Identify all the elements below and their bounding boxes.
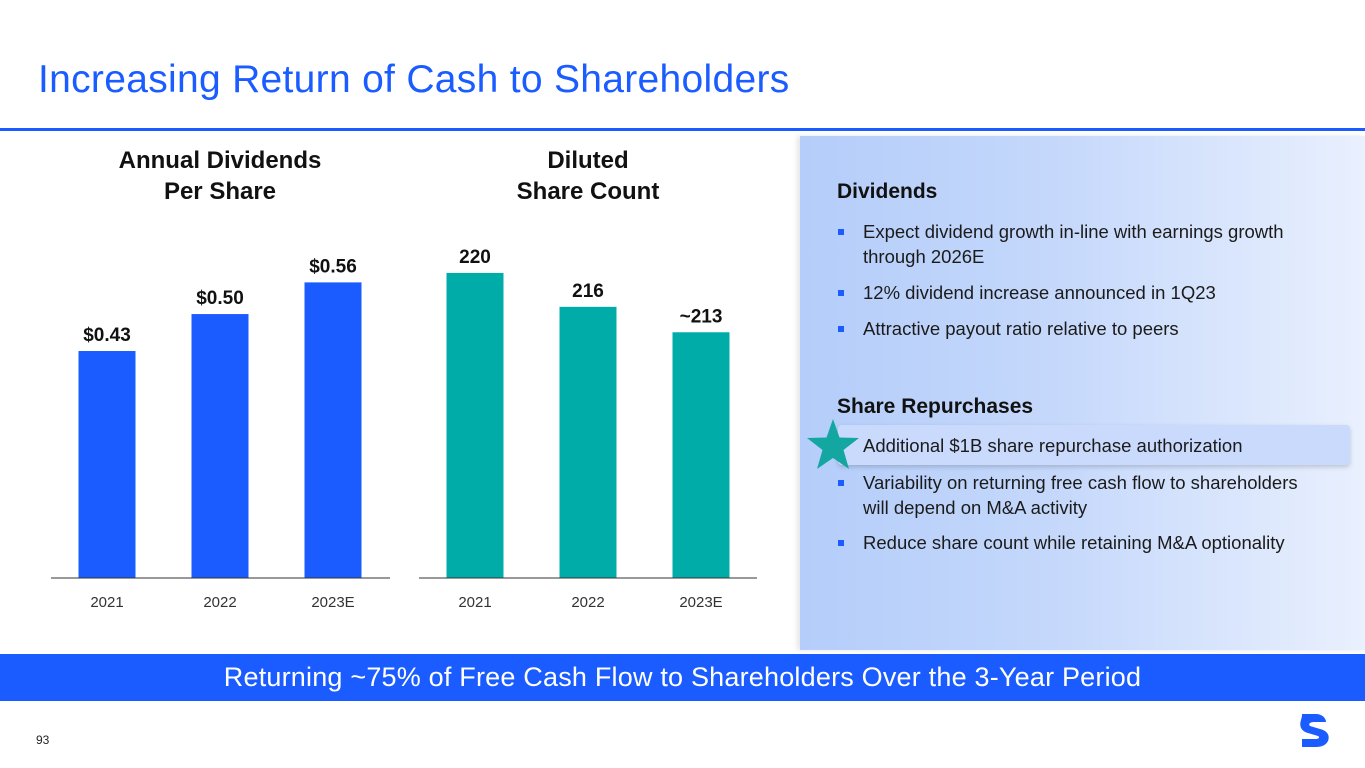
dividends-heading: Dividends	[837, 180, 938, 203]
page-title: Increasing Return of Cash to Shareholder…	[38, 58, 790, 101]
star-icon	[807, 419, 859, 469]
repurchases-heading: Share Repurchases	[837, 395, 1034, 418]
x-tick-label: 2021	[458, 594, 491, 611]
bar	[559, 306, 617, 578]
dividends-chart-title: Annual Dividends Per Share	[60, 145, 380, 207]
dividend-bullet: Expect dividend growth in-line with earn…	[838, 219, 1318, 269]
data-label: $0.50	[196, 288, 244, 309]
bullet-marker	[838, 326, 844, 332]
dividend-bullet: Attractive payout ratio relative to peer…	[838, 316, 1318, 341]
repurchase-bullet: Variability on returning free cash flow …	[838, 470, 1318, 520]
summary-banner: Returning ~75% of Free Cash Flow to Shar…	[0, 654, 1365, 701]
page-number: 93	[36, 733, 50, 747]
dividend-bullet: 12% dividend increase announced in 1Q23	[838, 280, 1318, 305]
bar	[446, 272, 504, 578]
data-label: 220	[459, 247, 491, 268]
summary-panel	[800, 136, 1365, 650]
repurchase-bullet: Reduce share count while retaining M&A o…	[838, 530, 1318, 555]
data-label: ~213	[680, 306, 723, 327]
chart-title-line: Diluted	[547, 147, 629, 174]
bar	[78, 351, 136, 578]
chart-title-line: Annual Dividends	[118, 147, 322, 174]
data-label: $0.43	[83, 325, 131, 346]
x-tick-label: 2023E	[679, 594, 722, 611]
share-count-chart-title: Diluted Share Count	[428, 145, 748, 207]
repurchase-bullet-highlighted: Additional $1B share repurchase authoriz…	[863, 435, 1243, 456]
chart-title-line: Per Share	[163, 178, 277, 205]
title-divider	[0, 128, 1365, 131]
x-tick-label: 2022	[203, 594, 236, 611]
bar	[304, 282, 362, 578]
bar-charts: $0.43 2021 $0.50 2022 $0.56 2023E 220 2021 216 20…	[51, 247, 757, 611]
bar	[672, 332, 730, 578]
bullet-marker	[838, 540, 844, 546]
data-label: $0.56	[309, 256, 357, 277]
company-logo	[1300, 714, 1329, 747]
bullet-marker	[838, 290, 844, 296]
chart-title-line: Share Count	[516, 178, 660, 205]
x-tick-label: 2023E	[311, 594, 354, 611]
highlighted-bullet-box	[838, 425, 1350, 465]
bullet-marker	[838, 229, 844, 235]
data-label: 216	[572, 281, 604, 302]
bullet-marker	[838, 480, 844, 486]
bar	[191, 314, 249, 578]
x-tick-label: 2022	[571, 594, 604, 611]
x-tick-label: 2021	[90, 594, 123, 611]
